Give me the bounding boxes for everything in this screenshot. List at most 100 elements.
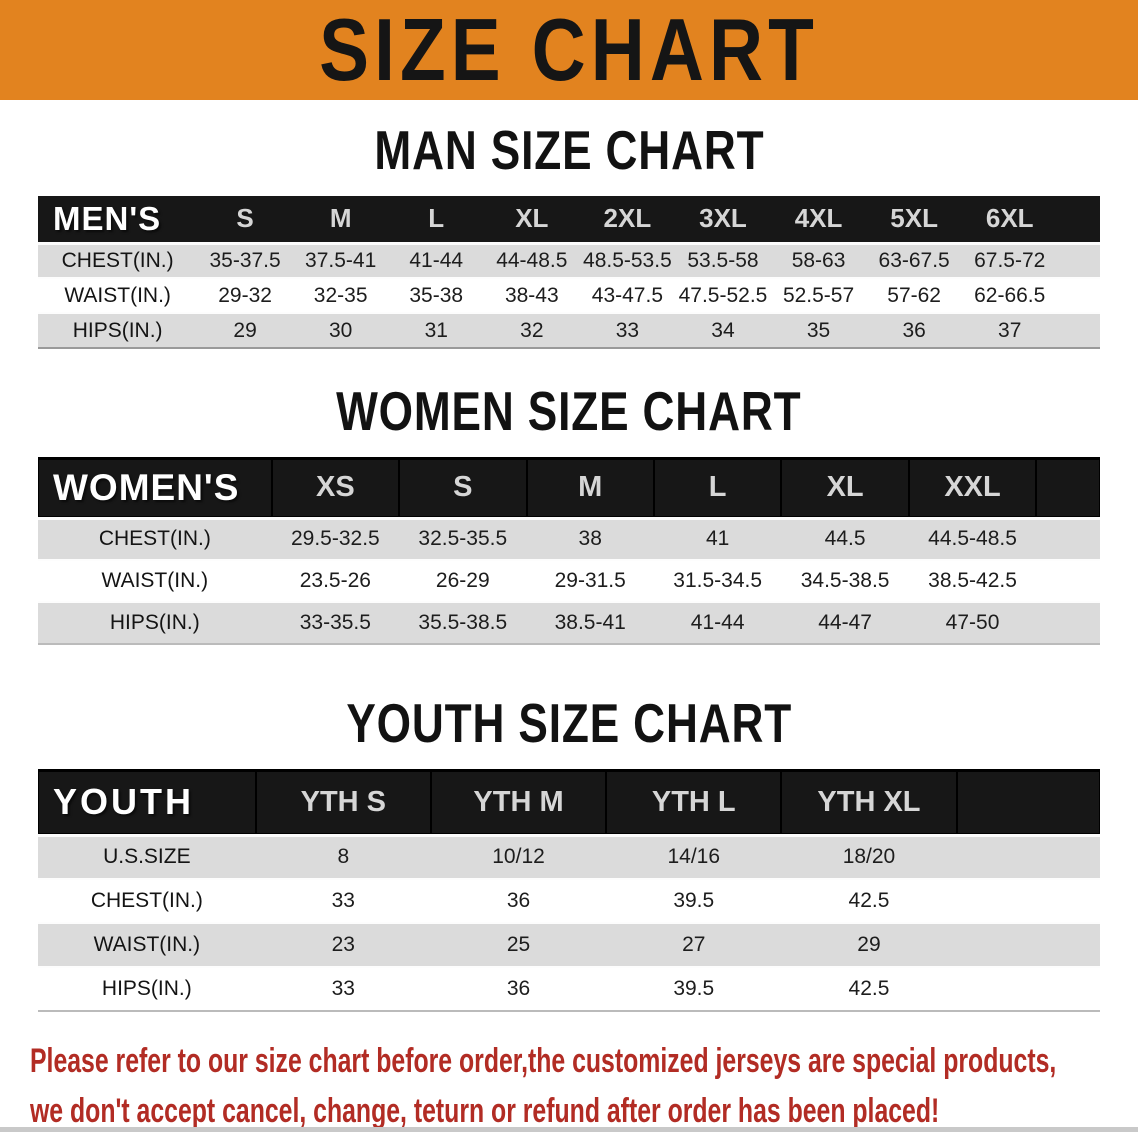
size-value-cell: 39.5 — [673, 977, 715, 1000]
disclaimer-line-2: we don't accept cancel, change, teturn o… — [30, 1092, 940, 1130]
size-value-cell: 38-43 — [504, 283, 559, 307]
size-column-header: YTH M — [430, 769, 607, 837]
row-label: WAIST(IN.) — [64, 283, 171, 307]
row-label: U.S.SIZE — [103, 845, 191, 869]
size-column-header: YTH L — [606, 769, 782, 837]
size-column-header: 2XL — [579, 196, 676, 245]
row-label: CHEST(IN.) — [61, 248, 174, 272]
size-value-cell: 33 — [331, 977, 355, 1000]
size-value-cell: 33 — [615, 318, 640, 342]
women-size-chart-title: WOMEN SIZE CHART — [336, 381, 802, 443]
size-value-cell: 31 — [424, 318, 448, 342]
header-filler — [1057, 196, 1100, 245]
size-value-cell: 41 — [705, 527, 730, 551]
size-value-cell: 35.5-38.5 — [418, 611, 508, 634]
row-filler — [1036, 518, 1100, 560]
size-column-header: XL — [781, 457, 909, 520]
header-filler — [1036, 457, 1100, 520]
size-value-cell: 30 — [328, 318, 353, 342]
size-value-cell: 35-37.5 — [209, 248, 281, 272]
men-table-label: MEN'S — [38, 196, 198, 245]
size-value-cell: 42.5 — [848, 889, 890, 912]
women-section-heading: WOMEN SIZE CHART — [0, 381, 1138, 443]
size-column-header: 5XL — [866, 196, 962, 245]
table-row: HIPS(IN.) 33 36 39.5 42.5 — [38, 967, 1100, 1011]
size-value-cell: 18/20 — [842, 845, 896, 869]
size-value-cell: 38.5-42.5 — [928, 569, 1017, 592]
size-column-header: YTH XL — [781, 769, 957, 837]
men-size-table: MEN'S S M L XL 2XL 3XL 4XL 5XL 6XL CHEST(IN.) 35-37… — [38, 196, 1100, 349]
order-disclaimer: Please refer to our size chart before or… — [0, 1036, 1138, 1136]
size-value-cell: 44.5-48.5 — [928, 527, 1017, 551]
table-row: WAIST(IN.) 23 25 27 29 — [38, 923, 1100, 967]
size-value-cell: 10/12 — [492, 845, 545, 869]
row-label: HIPS(IN.) — [101, 977, 192, 1000]
women-table-label: WOMEN'S — [38, 457, 272, 520]
table-row: CHEST(IN.) 33 36 39.5 42.5 — [38, 879, 1100, 923]
table-row: HIPS(IN.) 29 30 31 32 33 34 35 36 37 — [38, 313, 1100, 348]
size-value-cell: 41-44 — [409, 248, 464, 272]
size-value-cell: 37 — [998, 318, 1022, 342]
table-row: CHEST(IN.) 29.5-32.5 32.5-35.5 38 41 44.5 44.5… — [38, 518, 1100, 560]
size-value-cell: 38 — [578, 527, 602, 551]
size-value-cell: 34 — [711, 318, 735, 342]
row-filler — [957, 835, 1100, 879]
size-value-cell: 57-62 — [887, 283, 941, 307]
size-value-cell: 32 — [520, 318, 544, 342]
size-value-cell: 14/16 — [667, 845, 721, 869]
image-bottom-edge — [0, 1127, 1138, 1132]
size-column-header: 3XL — [675, 196, 771, 245]
row-label: WAIST(IN.) — [93, 933, 201, 956]
youth-table-label: YOUTH — [38, 769, 256, 837]
size-value-cell: 8 — [337, 845, 350, 869]
size-column-header: 6XL — [961, 196, 1058, 245]
size-value-cell: 29-32 — [218, 283, 272, 307]
table-row: WAIST(IN.) 23.5-26 26-29 29-31.5 31.5-34.5 34… — [38, 560, 1100, 602]
size-value-cell: 32-35 — [313, 283, 368, 307]
row-filler — [957, 923, 1100, 967]
table-row: U.S.SIZE 8 10/12 14/16 18/20 — [38, 835, 1100, 879]
youth-size-table: YOUTH YTH S YTH M YTH L YTH XL U.S.SIZE 8 10/12… — [38, 769, 1100, 1012]
row-filler — [957, 967, 1100, 1011]
size-value-cell: 63-67.5 — [878, 248, 950, 272]
row-filler — [1036, 560, 1100, 602]
row-filler — [1058, 243, 1101, 278]
size-value-cell: 35-38 — [409, 283, 464, 307]
disclaimer-line-1: Please refer to our size chart before or… — [30, 1042, 1057, 1080]
size-value-cell: 52.5-57 — [782, 283, 855, 307]
size-value-cell: 29 — [233, 318, 257, 342]
table-row: WAIST(IN.) 29-32 32-35 35-38 38-43 43-47.5 47.… — [38, 278, 1100, 313]
youth-size-table-holder: YOUTH YTH S YTH M YTH L YTH XL U.S.SIZE 8 10/12… — [38, 769, 1100, 1012]
size-column-header: 4XL — [770, 196, 867, 245]
row-filler — [1058, 313, 1101, 348]
size-value-cell: 44-48.5 — [496, 248, 568, 272]
size-value-cell: 36 — [506, 977, 531, 1000]
size-value-cell: 23.5-26 — [299, 569, 371, 592]
size-value-cell: 39.5 — [673, 889, 715, 912]
size-value-cell: 29-31.5 — [554, 569, 626, 592]
banner-title: SIZE CHART — [319, 0, 819, 99]
size-value-cell: 29.5-32.5 — [290, 527, 380, 551]
womens-size-table-holder: WOMEN'S XS S M L XL XXL CHEST(IN.) 29.5-32.5 32.5… — [38, 457, 1100, 645]
size-value-cell: 62-66.5 — [974, 283, 1046, 307]
size-value-cell: 32.5-35.5 — [418, 527, 508, 551]
size-value-cell: 23 — [331, 933, 355, 956]
size-column-header: XS — [271, 457, 400, 520]
women-size-table: WOMEN'S XS S M L XL XXL CHEST(IN.) 29.5-32.5 32.5… — [38, 457, 1100, 645]
size-column-header: S — [197, 196, 293, 245]
size-value-cell: 36 — [506, 889, 531, 912]
table-row: CHEST(IN.) 35-37.5 37.5-41 41-44 44-48.5 48.5… — [38, 243, 1100, 278]
size-value-cell: 41-44 — [690, 611, 745, 634]
row-label: HIPS(IN.) — [109, 611, 200, 634]
size-column-header: YTH S — [255, 769, 431, 837]
size-column-header: XXL — [908, 457, 1037, 520]
size-column-header: XL — [484, 196, 580, 245]
size-value-cell: 47.5-52.5 — [678, 283, 768, 307]
size-value-cell: 43-47.5 — [591, 283, 664, 307]
size-value-cell: 48.5-53.5 — [583, 248, 672, 272]
size-column-header: S — [399, 457, 527, 520]
size-value-cell: 33-35.5 — [299, 611, 371, 634]
man-size-chart-title: MAN SIZE CHART — [373, 120, 765, 182]
row-filler — [1036, 602, 1100, 644]
